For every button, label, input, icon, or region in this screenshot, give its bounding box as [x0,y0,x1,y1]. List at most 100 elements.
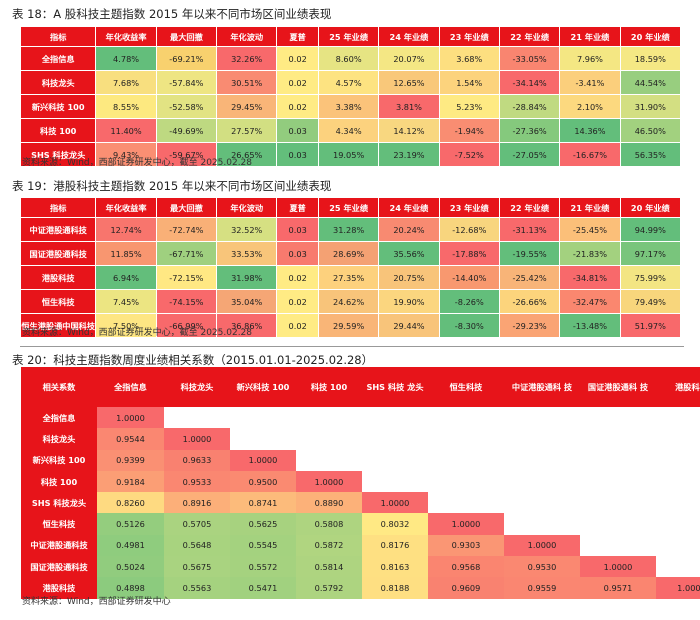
data-cell: 1.54% [439,70,500,95]
row-label: 国证港股通科技 [21,556,97,578]
table-20-title: 表 20：科技主题指数周度业绩相关系数（2015.01.01-2025.02.2… [12,353,374,367]
empty-cell [656,534,700,557]
table-19-title: 表 19：港股科技主题指数 2015 年以来不同市场区间业绩表现 [12,179,332,193]
empty-cell [296,407,362,429]
data-cell: 4.78% [95,46,157,71]
table-row: SHS 科技龙头 0.8260 0.8916 0.8741 0.8890 1.0000 [21,492,700,514]
row-label: SHS 科技龙头 [21,142,97,167]
correlation-cell: 0.5545 [230,534,296,557]
section-divider [20,346,684,347]
correlation-cell: 1.0000 [504,534,580,557]
data-cell: -14.40% [439,265,500,290]
data-cell: 0.02 [276,70,319,95]
column-header: 最大回撤 [156,27,218,47]
data-cell: -72.15% [156,265,218,290]
column-header: 年化波动 [216,27,278,47]
data-cell: 2.10% [559,94,621,119]
empty-cell [580,470,656,493]
data-cell: 32.26% [216,46,278,71]
column-header: 科技 100 [296,367,362,407]
empty-cell [362,407,428,429]
data-cell: 0.03 [276,217,319,242]
header-row: 相关系数 全指信息 科技龙头 新兴科技 100 科技 100 SHS 科技 龙头 恒生科技中… [21,367,700,407]
table-row: 全指信息 4.78% -69.21% 32.26% 0.02 8.60% 20.07% 3.6… [21,46,682,71]
empty-cell [656,407,700,429]
data-cell: 79.49% [620,289,682,314]
row-label: 中证港股通科技 [21,217,97,242]
data-cell: -69.21% [156,46,218,71]
data-cell: 32.52% [216,217,278,242]
column-header: 指标 [21,27,97,47]
empty-cell [656,470,700,493]
empty-cell [362,449,428,471]
data-cell: 20.75% [378,265,440,290]
data-cell: 7.45% [95,289,157,314]
empty-cell [656,449,700,471]
data-cell: 14.12% [378,118,440,143]
empty-cell [428,449,504,471]
data-cell: 12.65% [378,70,440,95]
data-cell: 29.45% [216,94,278,119]
empty-cell [362,428,428,450]
table-row: 科技龙头 0.9544 1.0000 [21,428,700,450]
empty-cell [164,407,230,429]
empty-cell [428,470,504,493]
correlation-cell: 0.9500 [230,470,296,493]
row-label: 国证港股通科技 [21,241,97,266]
data-cell: -28.84% [499,94,561,119]
empty-cell [504,428,580,450]
correlation-cell: 1.0000 [362,492,428,514]
data-cell: 29.44% [378,313,440,338]
column-header: 年化波动 [216,198,278,218]
data-cell: 7.96% [559,46,621,71]
data-cell: -25.42% [499,265,561,290]
data-cell: 5.23% [439,94,500,119]
column-header: SHS 科技 龙头 [362,367,428,407]
column-header: 22 年业绩 [499,198,561,218]
correlation-cell: 0.8176 [362,534,428,557]
data-cell: 11.85% [95,241,157,266]
table-row: 新兴科技 100 8.55% -52.58% 29.45% 0.02 3.38% 3.81%… [21,94,682,119]
data-cell: 30.51% [216,70,278,95]
correlation-cell: 0.9571 [580,577,656,599]
empty-cell [504,513,580,535]
column-header: 年化收益率 [95,198,157,218]
row-label: 科技 100 [21,118,97,143]
data-cell: 0.02 [276,289,319,314]
data-cell: 0.02 [276,313,319,338]
data-cell: 4.57% [318,70,380,95]
data-cell: -12.68% [439,217,500,242]
correlation-cell: 1.0000 [656,577,700,599]
data-cell: 28.69% [318,241,380,266]
data-cell: 26.65% [216,142,278,167]
empty-cell [296,449,362,471]
correlation-cell: 0.9399 [97,449,164,471]
row-label: 恒生港股通中国科技 [21,313,97,338]
correlation-cell: 0.9184 [97,470,164,493]
row-label: 科技龙头 [21,70,97,95]
data-cell: -59.67% [156,142,218,167]
row-label: 港股科技 [21,265,97,290]
empty-cell [580,513,656,535]
row-label: 全指信息 [21,46,97,71]
column-header: 25 年业绩 [318,198,380,218]
data-cell: -3.41% [559,70,621,95]
table-row: 国证港股通科技 11.85% -67.71% 33.53% 0.03 28.69% 35.5… [21,241,682,266]
empty-cell [504,449,580,471]
data-cell: 14.36% [559,118,621,143]
empty-cell [296,428,362,450]
correlation-cell: 0.5705 [164,513,230,535]
empty-cell [504,492,580,514]
data-cell: 4.34% [318,118,380,143]
correlation-cell: 0.5572 [230,556,296,578]
correlation-cell: 1.0000 [428,513,504,535]
empty-cell [230,407,296,429]
data-cell: -74.15% [156,289,218,314]
correlation-cell: 1.0000 [97,407,164,429]
row-label: 中证港股通科技 [21,534,97,557]
column-header: 24 年业绩 [378,198,440,218]
correlation-cell: 0.9633 [164,449,230,471]
data-cell: -31.13% [499,217,561,242]
empty-cell [656,492,700,514]
data-cell: -25.45% [559,217,621,242]
